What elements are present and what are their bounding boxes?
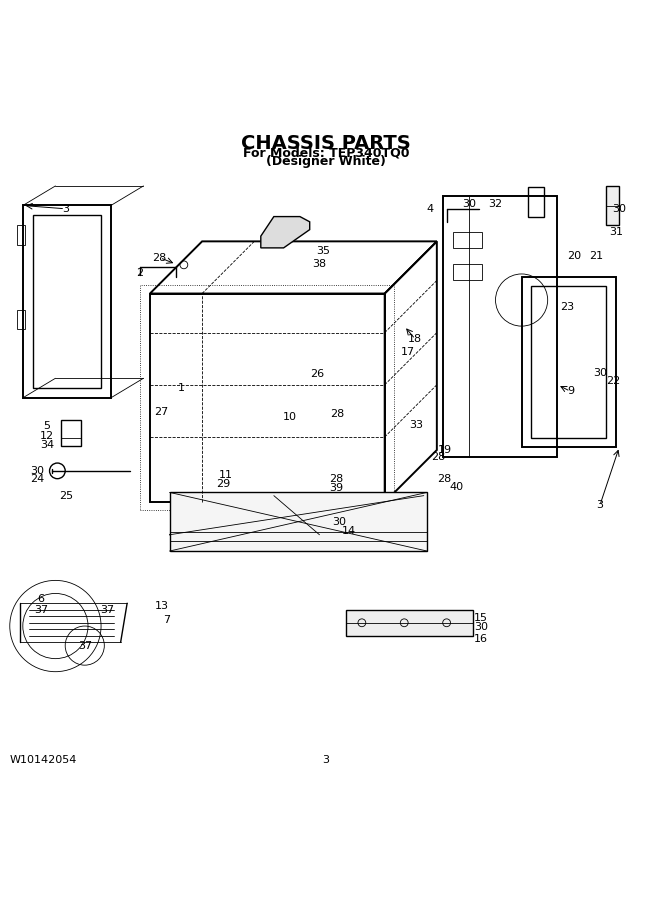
Bar [170, 492, 427, 551]
Text: 40: 40 [449, 482, 464, 492]
Text: 30: 30 [474, 622, 488, 633]
Text: 5: 5 [44, 421, 50, 431]
Text: 30: 30 [593, 368, 607, 378]
Text: 12: 12 [40, 431, 54, 441]
Text: 27: 27 [154, 407, 168, 418]
Text: 11: 11 [219, 470, 233, 480]
Text: 34: 34 [40, 440, 54, 450]
Text: 3: 3 [62, 203, 68, 214]
Text: 6: 6 [38, 594, 44, 604]
Text: 28: 28 [437, 474, 452, 484]
Text: 1: 1 [178, 383, 185, 393]
Bar [453, 265, 482, 281]
Text: 7: 7 [163, 615, 170, 625]
Text: 14: 14 [342, 526, 356, 536]
Polygon shape [261, 217, 310, 248]
Text: 28: 28 [329, 474, 344, 484]
Text: 16: 16 [474, 634, 488, 644]
Bar [346, 609, 473, 635]
Text: 37: 37 [78, 641, 92, 651]
Text: 30: 30 [30, 466, 44, 476]
Text: 28: 28 [153, 253, 167, 263]
Text: 23: 23 [560, 302, 574, 311]
Text: 30: 30 [462, 199, 477, 209]
Text: 28: 28 [431, 452, 445, 462]
Text: 37: 37 [100, 605, 115, 615]
Text: 3: 3 [597, 500, 603, 510]
Bar [17, 225, 25, 245]
Text: 17: 17 [400, 347, 415, 357]
Bar [606, 186, 619, 225]
Text: CHASSIS PARTS: CHASSIS PARTS [241, 134, 411, 153]
Text: 22: 22 [606, 376, 620, 386]
Bar [150, 293, 385, 502]
Bar [17, 310, 25, 329]
Text: 38: 38 [312, 259, 327, 269]
Text: 32: 32 [488, 199, 503, 209]
Text: 13: 13 [155, 601, 169, 611]
Text: 25: 25 [59, 491, 74, 500]
Text: 3: 3 [323, 755, 329, 765]
Bar [528, 187, 544, 217]
Bar [443, 195, 557, 456]
Text: 19: 19 [438, 445, 452, 455]
Text: 31: 31 [609, 227, 623, 237]
Text: 4: 4 [427, 203, 434, 214]
Text: 2: 2 [137, 267, 143, 278]
Text: 28: 28 [330, 410, 344, 419]
Text: 37: 37 [34, 605, 48, 615]
Text: 10: 10 [283, 412, 297, 422]
Text: 35: 35 [316, 246, 330, 256]
Bar [453, 231, 482, 248]
Bar [61, 420, 82, 446]
Polygon shape [170, 496, 424, 535]
Text: 30: 30 [612, 203, 627, 214]
Text: 18: 18 [408, 334, 422, 344]
Bar [522, 277, 616, 446]
Bar [140, 285, 394, 510]
Bar [33, 215, 101, 388]
Text: 15: 15 [474, 613, 488, 623]
Text: 30: 30 [332, 517, 346, 526]
Text: 24: 24 [30, 474, 44, 484]
Bar [23, 205, 111, 398]
Text: (Designer White): (Designer White) [266, 156, 386, 168]
Text: 29: 29 [216, 479, 230, 489]
Text: 20: 20 [567, 251, 581, 261]
Text: 39: 39 [329, 483, 344, 493]
Text: 26: 26 [310, 369, 325, 379]
Text: 9: 9 [567, 386, 574, 396]
Text: 33: 33 [409, 420, 423, 430]
Text: For Models: TEP340TQ0: For Models: TEP340TQ0 [243, 147, 409, 160]
Text: W10142054: W10142054 [10, 755, 77, 765]
Text: 21: 21 [589, 251, 604, 261]
Bar [531, 285, 606, 438]
